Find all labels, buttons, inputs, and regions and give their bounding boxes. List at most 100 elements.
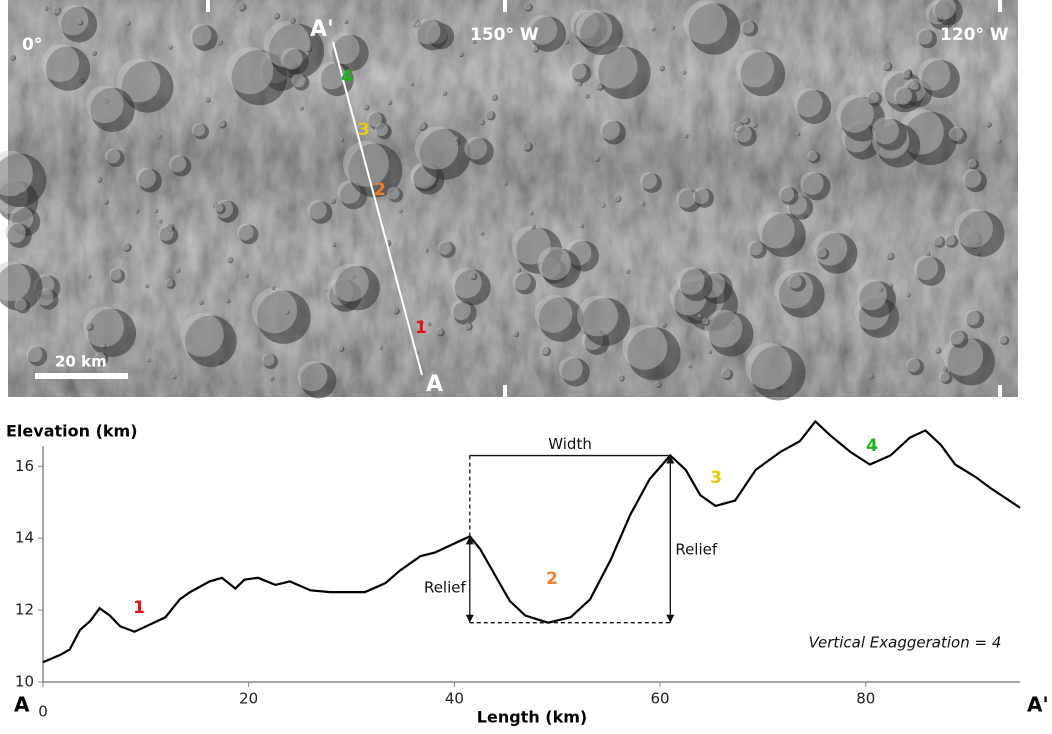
crater-rim: [338, 346, 343, 351]
crater-rim: [238, 3, 245, 10]
crater-rim: [218, 120, 225, 127]
crater-rim: [332, 243, 335, 246]
crater-rim: [169, 155, 186, 172]
crater-rim: [879, 287, 882, 290]
crater-rim: [513, 272, 531, 290]
crater-rim: [796, 132, 800, 136]
crater-rim: [158, 134, 161, 137]
crater-rim: [136, 168, 156, 188]
crater-rim: [307, 200, 326, 219]
crater-rim: [682, 70, 686, 74]
crater-rim: [917, 29, 933, 45]
crater-rim: [625, 269, 629, 273]
start-label: A: [14, 693, 30, 717]
crater-rim: [684, 1, 728, 45]
crater-rim: [480, 231, 483, 234]
annotation: Width: [548, 435, 592, 453]
crater-rim: [464, 323, 471, 330]
crater-rim: [42, 44, 80, 82]
crater-rim: [522, 142, 530, 150]
crater-rim: [168, 45, 172, 49]
crater-rim: [410, 82, 413, 85]
crater-rim: [15, 299, 27, 311]
crater-rim: [676, 188, 695, 207]
crater-rim: [26, 346, 42, 362]
crater-rim: [794, 88, 823, 117]
crater-rim: [949, 127, 963, 141]
crater-rim: [77, 19, 82, 24]
crater-rim: [459, 52, 463, 56]
x-tick-label: 40: [445, 690, 464, 708]
crater-rim: [436, 328, 443, 335]
crater-rim: [600, 120, 620, 140]
annotation: Relief: [675, 541, 718, 559]
crater-rim: [962, 169, 981, 188]
y-tick-label: 16: [15, 457, 34, 475]
crater-rim: [933, 236, 943, 246]
crater-rim: [145, 284, 149, 288]
crater-rim: [584, 94, 588, 98]
crater-rim: [455, 136, 459, 140]
crater-rim: [752, 123, 756, 127]
crater-rim: [306, 47, 311, 52]
crater-rim: [622, 325, 667, 370]
crater-rim: [252, 288, 297, 333]
crater-rim: [344, 20, 348, 24]
crater-rim: [579, 224, 583, 228]
crater-rim: [91, 50, 95, 54]
crater-rim: [158, 219, 161, 222]
end-label: A': [1027, 693, 1049, 717]
crater-rim: [363, 104, 368, 109]
crater-rim: [906, 358, 920, 372]
crater-rim: [911, 82, 919, 90]
crater-rim: [788, 274, 802, 288]
crater-rim: [869, 374, 873, 378]
feature-label: 1: [415, 318, 427, 338]
crater-rim: [968, 159, 976, 167]
crater-rim: [707, 350, 711, 354]
crater-rim: [299, 106, 303, 110]
crater-rim: [175, 268, 179, 272]
crater-rim: [918, 58, 950, 90]
crater-rim: [470, 273, 476, 279]
crater-rim: [214, 203, 223, 212]
crater-rim: [415, 126, 458, 169]
crater-rim: [58, 5, 89, 36]
crater-rim: [902, 70, 910, 78]
crater-rim: [531, 224, 535, 228]
crater-rim: [684, 134, 688, 138]
longitude-label: 0°: [22, 35, 42, 55]
surface-image: 0° 150° W 120° W A' A 1 2 3 4 20 km: [0, 0, 1018, 400]
crater-rim: [198, 300, 202, 304]
crater-rim: [53, 7, 60, 14]
y-tick-label: 12: [15, 601, 34, 619]
arrow-head: [466, 615, 474, 623]
crater-rim: [538, 247, 571, 280]
crater-rim: [641, 202, 645, 206]
crater-rim: [677, 267, 705, 295]
feature-label: 2: [546, 569, 558, 589]
crater-rim: [97, 177, 101, 181]
crater-rim: [942, 366, 947, 371]
crater-rim: [165, 279, 173, 287]
crater-rim: [101, 344, 105, 348]
crater-rim: [594, 157, 598, 161]
crater-rim: [17, 191, 20, 194]
crater-rim: [986, 122, 991, 127]
feature-label: 2: [374, 180, 386, 200]
crater-rim: [205, 97, 210, 102]
crater-rim: [925, 252, 929, 256]
y-tick-label: 14: [15, 529, 34, 547]
crater-rim: [524, 3, 531, 10]
crater-rim: [503, 182, 506, 185]
profile-chart: Elevation (km) Length (km) A A' Vertical…: [6, 421, 1049, 726]
crater-rim: [529, 211, 532, 214]
crater-rim: [375, 123, 388, 136]
crater-rim: [999, 335, 1007, 343]
crater-rim: [273, 12, 279, 18]
crater-rim: [438, 241, 452, 255]
crater-rim: [705, 310, 743, 348]
crater-rim: [5, 222, 26, 243]
crater-rim: [442, 91, 446, 95]
crater-rim: [906, 293, 909, 296]
